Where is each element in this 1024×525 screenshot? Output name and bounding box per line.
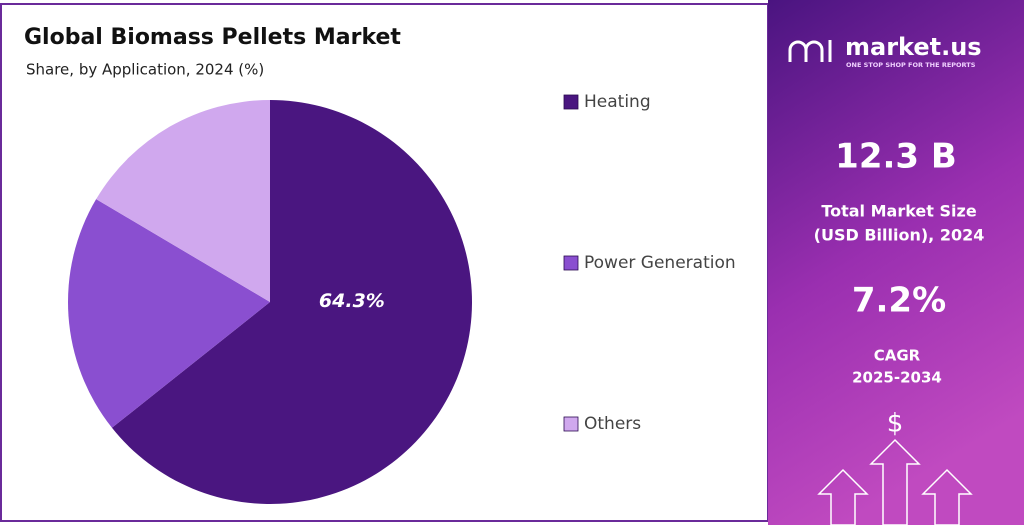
cagr-label: 2025-2034 (852, 369, 942, 387)
cagr: 7.2% (852, 281, 946, 321)
pie-slice (68, 199, 270, 428)
pie-slice (96, 100, 270, 302)
market-size-label: Total Market Size (821, 202, 976, 221)
market-size-label: (USD Billion), 2024 (814, 226, 985, 245)
legend-swatch (563, 255, 579, 271)
tagline: ONE STOP SHOP FOR THE REPORTS (846, 61, 976, 69)
dollar-icon: $ (887, 409, 904, 439)
chart-subtitle: Share, by Application, 2024 (%) (26, 61, 264, 79)
legend-label: Others (584, 414, 641, 434)
legend-swatch (563, 94, 579, 110)
legend-swatch (563, 416, 579, 432)
pie-slice (111, 100, 472, 504)
cagr-label: CAGR (874, 347, 921, 365)
chart-title: Global Biomass Pellets Market (24, 25, 401, 50)
legend-label: Heating (584, 92, 651, 112)
arrows (817, 438, 973, 525)
market-size: 12.3 B (835, 137, 957, 177)
legend-label: Power Generation (584, 253, 736, 273)
data-label: 64.3% (319, 290, 385, 312)
brand: market.us (845, 33, 982, 61)
side-panel (768, 0, 1024, 525)
logo-icon (788, 40, 832, 62)
